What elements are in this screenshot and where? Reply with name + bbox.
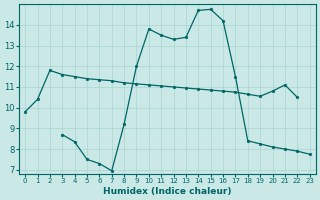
X-axis label: Humidex (Indice chaleur): Humidex (Indice chaleur) [103, 187, 232, 196]
